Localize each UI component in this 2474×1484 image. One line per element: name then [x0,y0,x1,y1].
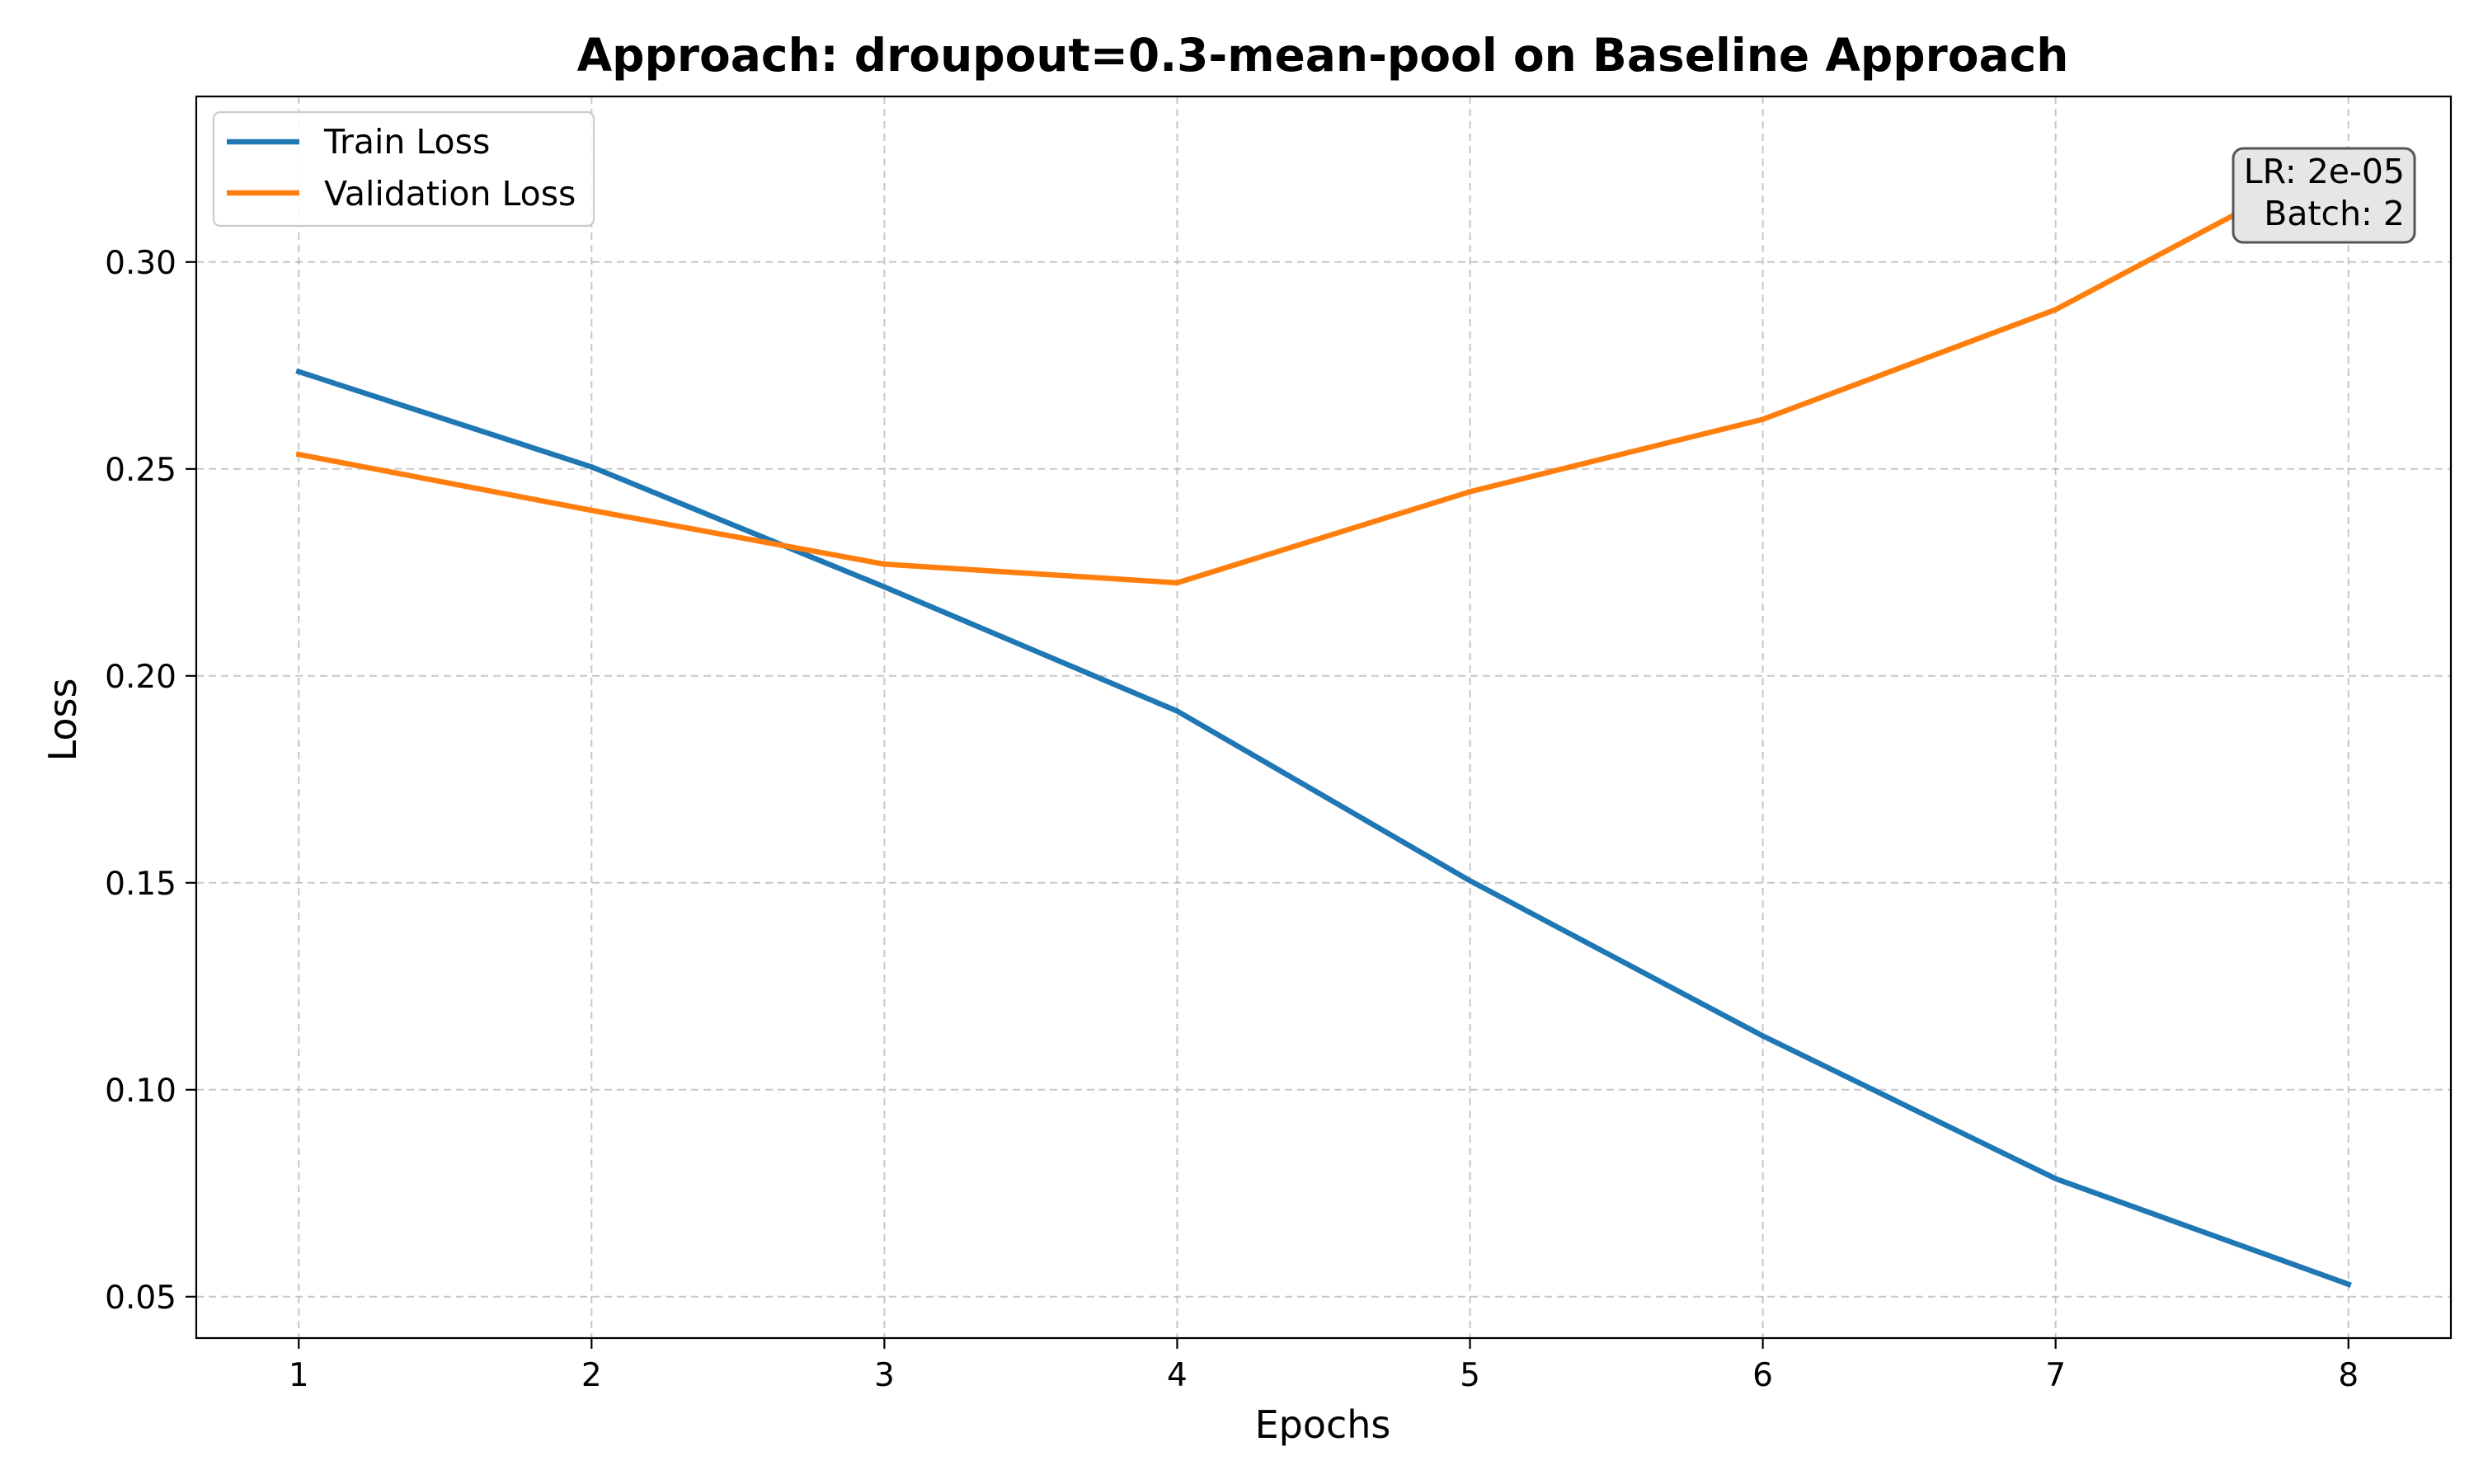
legend-frame [212,110,595,228]
series-line-train-loss [295,368,2352,1288]
annotation-frame [2232,147,2416,244]
x-tick-label: 8 [2338,1357,2359,1394]
series-lines [295,150,2353,1288]
x-tick-label: 2 [581,1357,602,1394]
y-tick-label: 0.25 [105,452,176,489]
y-axis-label: Loss [40,679,85,762]
plot-area-frame [195,95,2453,1340]
series-line-validation-loss [295,150,2353,586]
x-axis-label: Epochs [1255,1402,1391,1447]
legend: Train Loss Validation Loss [212,110,595,228]
y-tick-label: 0.20 [105,659,176,696]
x-tick-label: 3 [874,1357,895,1394]
y-tick-label: 0.15 [105,866,176,903]
x-tick-label: 5 [1460,1357,1480,1394]
hyperparameter-annotation: LR: 2e-05 Batch: 2 [2232,147,2416,244]
axis-ticks: 1 2 3 4 5 6 7 8 0.05 0.10 0.15 0.20 0.25 0.30 [105,245,2359,1394]
x-tick-label: 4 [1167,1357,1188,1394]
y-tick-label: 0.30 [105,245,176,282]
annotation-batch-size: Batch: 2 [2264,194,2405,233]
chart-title: Approach: droupout=0.3-mean-pool on Base… [577,29,2069,82]
legend-label-validation-loss: Validation Loss [324,174,576,214]
grid [196,96,2451,1338]
y-tick-label: 0.05 [105,1280,176,1317]
x-tick-label: 6 [1752,1357,1773,1394]
y-tick-label: 0.10 [105,1073,176,1110]
x-tick-label: 7 [2045,1357,2066,1394]
legend-label-train-loss: Train Loss [323,122,490,162]
x-tick-label: 1 [289,1357,309,1394]
annotation-learning-rate: LR: 2e-05 [2244,152,2405,191]
